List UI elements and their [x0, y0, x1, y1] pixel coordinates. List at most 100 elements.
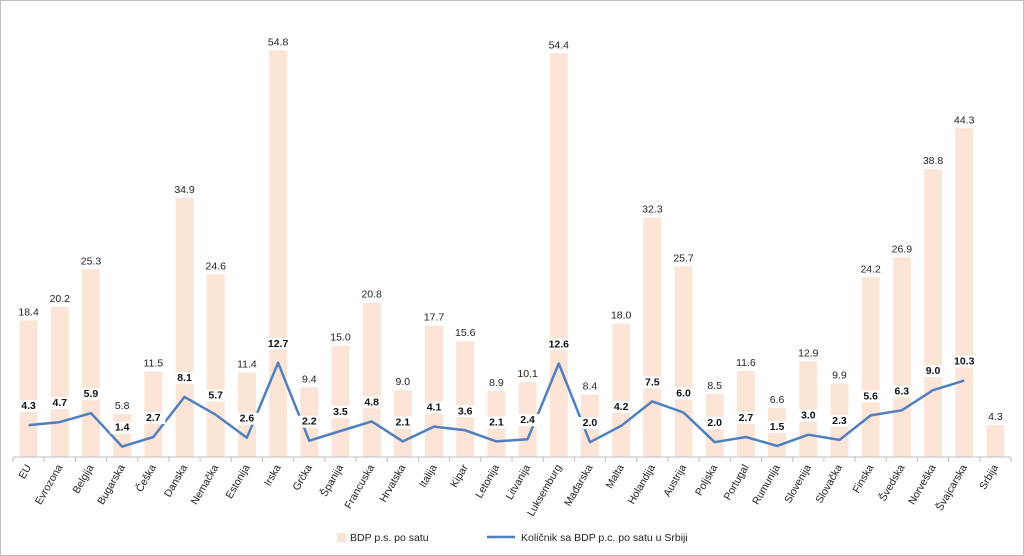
bar-17: [549, 53, 568, 458]
line-label-bg-25: [796, 409, 821, 422]
bar-label-19: 18.0: [611, 309, 632, 321]
bar-label-18: 8.4: [583, 381, 598, 393]
line-label-bg-5: [172, 371, 197, 384]
bar-series: [19, 50, 1005, 458]
line-label-bg-27: [858, 390, 883, 403]
bar-label-4: 11.5: [144, 358, 164, 370]
category-label-27: Finska: [850, 462, 876, 495]
bar-30: [955, 128, 974, 457]
line-label-1: 4.7: [52, 397, 67, 409]
category-label-21: Austrija: [661, 462, 689, 498]
line-label-15: 2.1: [489, 416, 504, 428]
bar-label-17: 54.4: [549, 39, 570, 51]
bar-29: [924, 169, 943, 457]
category-label-5: Danska: [162, 462, 190, 499]
category-label-31: Srbija: [977, 462, 1001, 491]
category-label-22: Poljska: [693, 462, 720, 497]
category-label-16: Litvanija: [504, 462, 534, 502]
bar-3: [113, 413, 132, 457]
legend-label-line: Količnik sa BDP p.c. po satu u Srbiji: [521, 532, 688, 544]
line-label-bg-6: [203, 389, 228, 402]
bar-label-6: 24.6: [206, 260, 227, 272]
category-label-29: Norveška: [906, 462, 939, 507]
line-label-bg-3: [110, 421, 135, 434]
bar-label-22: 8.5: [707, 380, 722, 392]
bar-label-28: 26.9: [892, 243, 913, 255]
bar-label-21: 25.7: [673, 252, 694, 264]
bar-label-16: 10.1: [517, 368, 538, 380]
bar-label-12: 9.0: [396, 376, 411, 388]
bar-13: [425, 325, 444, 457]
bar-label-27: 24.2: [860, 263, 881, 275]
category-label-13: Italija: [417, 462, 440, 489]
line-label-19: 4.2: [614, 401, 629, 413]
line-label-bg-20: [640, 376, 665, 389]
line-label-25: 3.0: [801, 410, 816, 422]
line-label-17: 12.6: [549, 339, 570, 351]
legend-swatch-bar: [337, 533, 346, 542]
category-label-18: Mađarska: [562, 462, 596, 508]
line-label-bg-11: [359, 396, 384, 409]
line-label-bg-13: [422, 401, 447, 414]
category-label-19: Malta: [604, 462, 627, 490]
line-value-labels: 4.3 4.7 5.9 1.4 2.7 8.1 5.7 2.6 12.7 2.2 3.5 4.8 2.1…: [16, 337, 977, 434]
bar-2: [81, 269, 100, 457]
bar-11: [362, 302, 381, 457]
bar-10: [331, 345, 350, 457]
bar-31: [986, 425, 1005, 457]
bar-label-31: 4.3: [988, 411, 1003, 423]
bar-label-3: 5.8: [115, 400, 130, 412]
category-label-23: Portugal: [722, 463, 752, 503]
line-label-13: 4.1: [427, 402, 442, 414]
line-label-bg-1: [47, 397, 72, 410]
bar-label-13: 17.7: [424, 312, 445, 324]
bar-label-11: 20.8: [361, 289, 382, 301]
bar-28: [892, 257, 911, 457]
line-label-0: 4.3: [21, 400, 36, 412]
line-label-bg-10: [328, 406, 353, 419]
category-label-24: Rumunija: [750, 462, 783, 507]
line-label-bg-12: [390, 416, 415, 429]
line-label-28: 6.3: [895, 385, 910, 397]
category-label-7: Estonija: [223, 462, 252, 500]
bar-8: [269, 50, 288, 457]
line-label-12: 2.1: [396, 416, 411, 428]
bar-25: [799, 361, 818, 457]
category-label-4: Češka: [133, 462, 159, 494]
line-label-21: 6.0: [676, 387, 691, 399]
line-label-4: 2.7: [146, 412, 161, 424]
bar-label-20: 32.3: [642, 203, 663, 215]
line-label-14: 3.6: [458, 405, 473, 417]
bar-0: [19, 320, 38, 457]
line-label-bg-26: [827, 414, 852, 427]
category-label-8: Irska: [262, 462, 284, 488]
bar-label-9: 9.4: [302, 373, 317, 385]
line-label-27: 5.6: [863, 390, 878, 402]
category-label-12: Hrvatska: [377, 462, 408, 504]
category-label-26: Slovačka: [813, 462, 845, 505]
bar-label-0: 18.4: [18, 306, 39, 318]
line-label-bg-23: [733, 411, 758, 424]
line-label-bg-29: [921, 365, 946, 378]
bar-label-15: 8.9: [489, 377, 504, 389]
category-label-15: Letonija: [473, 462, 502, 500]
category-label-1: Evrozona: [33, 462, 66, 507]
bar-1: [50, 307, 69, 457]
line-label-bg-0: [16, 400, 41, 413]
line-label-30: 10.3: [954, 356, 975, 368]
line-label-bg-18: [577, 417, 602, 430]
category-label-30: Švajcarska: [933, 462, 970, 513]
category-label-14: Kipar: [448, 462, 471, 490]
line-label-bg-17: [546, 338, 571, 351]
line-label-bg-7: [234, 412, 259, 425]
line-label-bg-15: [484, 416, 509, 429]
bar-label-29: 38.8: [923, 155, 944, 167]
category-label-28: Švedska: [876, 462, 907, 504]
bar-20: [643, 217, 662, 457]
category-label-20: Holandija: [626, 462, 658, 506]
line-label-bg-22: [702, 417, 727, 430]
x-axis-ticks: [12, 457, 1012, 462]
bar-label-10: 15.0: [330, 332, 351, 344]
line-label-18: 2.0: [583, 417, 598, 429]
line-label-bg-16: [515, 414, 540, 427]
